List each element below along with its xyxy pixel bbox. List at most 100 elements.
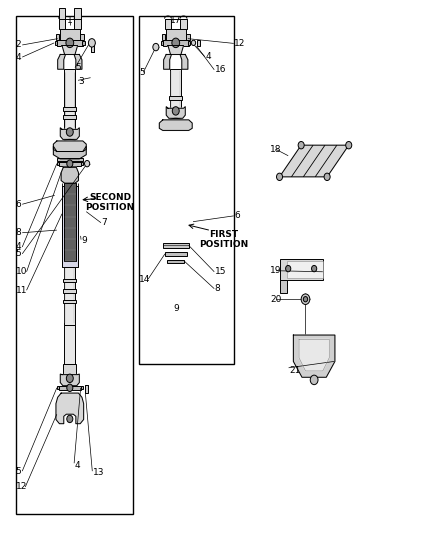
Bar: [167, 260, 184, 263]
Bar: [287, 261, 323, 278]
Text: 18: 18: [270, 145, 282, 154]
Text: 8: 8: [215, 284, 220, 293]
Polygon shape: [168, 45, 184, 54]
Text: FIRST
POSITION: FIRST POSITION: [199, 230, 248, 249]
Text: 10: 10: [16, 267, 27, 276]
Text: 12: 12: [16, 482, 27, 491]
Bar: [162, 35, 166, 39]
Circle shape: [66, 128, 73, 136]
Text: 5: 5: [139, 68, 145, 77]
Ellipse shape: [62, 140, 78, 149]
Text: 20: 20: [270, 295, 281, 304]
Bar: [57, 158, 83, 161]
Bar: [64, 69, 75, 130]
Text: 2: 2: [16, 41, 21, 50]
Text: 4: 4: [205, 52, 211, 61]
Bar: [64, 300, 76, 303]
Bar: [163, 40, 189, 45]
Circle shape: [276, 173, 283, 181]
Polygon shape: [180, 54, 188, 69]
Text: 5: 5: [16, 467, 21, 475]
Text: 5: 5: [75, 63, 81, 72]
Polygon shape: [293, 335, 335, 377]
Bar: [80, 35, 84, 39]
Polygon shape: [56, 393, 84, 424]
Circle shape: [67, 160, 73, 167]
Polygon shape: [62, 45, 78, 54]
Bar: [56, 35, 60, 39]
Bar: [169, 96, 182, 100]
Polygon shape: [166, 107, 185, 118]
Bar: [170, 69, 181, 108]
Bar: [57, 386, 59, 390]
Bar: [64, 107, 76, 111]
Bar: [16, 16, 133, 514]
Polygon shape: [299, 340, 329, 371]
Circle shape: [304, 296, 307, 302]
Bar: [64, 266, 75, 325]
Text: 3: 3: [78, 77, 84, 86]
Text: 16: 16: [215, 65, 226, 74]
Circle shape: [67, 415, 73, 423]
Bar: [85, 385, 88, 393]
Text: 4: 4: [16, 53, 21, 62]
Circle shape: [301, 294, 310, 304]
Circle shape: [67, 384, 73, 392]
Circle shape: [88, 39, 95, 47]
Text: 9: 9: [173, 304, 179, 313]
Bar: [81, 386, 83, 390]
Circle shape: [85, 160, 90, 167]
Text: 5: 5: [16, 249, 21, 259]
Polygon shape: [53, 141, 86, 151]
Bar: [64, 325, 75, 367]
Polygon shape: [61, 167, 78, 183]
Bar: [57, 162, 59, 165]
Polygon shape: [279, 145, 349, 177]
Circle shape: [172, 38, 180, 47]
Bar: [62, 186, 78, 266]
Text: 19: 19: [270, 266, 282, 275]
Text: 12: 12: [234, 39, 246, 48]
Bar: [74, 8, 81, 29]
Bar: [186, 35, 190, 39]
Bar: [166, 29, 186, 45]
Text: 4: 4: [74, 461, 80, 470]
Bar: [279, 280, 287, 293]
Polygon shape: [60, 128, 79, 140]
Circle shape: [66, 38, 74, 47]
Bar: [197, 39, 200, 46]
Bar: [188, 41, 191, 45]
Text: SECOND
POSITION: SECOND POSITION: [85, 192, 134, 212]
Bar: [55, 41, 57, 45]
Bar: [64, 279, 76, 282]
Circle shape: [310, 375, 318, 385]
Text: 14: 14: [139, 274, 150, 284]
Polygon shape: [164, 54, 171, 69]
Text: 6: 6: [234, 212, 240, 220]
Text: 1: 1: [67, 15, 73, 25]
Bar: [64, 183, 76, 261]
Text: 21: 21: [289, 366, 300, 375]
Bar: [165, 19, 171, 29]
Bar: [91, 44, 94, 52]
Circle shape: [346, 141, 352, 149]
Bar: [59, 386, 81, 390]
Text: 9: 9: [81, 236, 87, 245]
Circle shape: [153, 43, 159, 51]
Polygon shape: [159, 120, 192, 131]
Circle shape: [286, 265, 291, 272]
Bar: [64, 289, 76, 293]
Bar: [59, 161, 81, 166]
Bar: [163, 243, 189, 248]
Text: 11: 11: [16, 286, 27, 295]
Bar: [279, 259, 323, 280]
Bar: [81, 162, 83, 165]
Bar: [64, 364, 76, 375]
Bar: [180, 19, 187, 29]
Circle shape: [66, 374, 73, 383]
Bar: [59, 8, 66, 29]
Text: 7: 7: [101, 218, 107, 227]
Bar: [60, 29, 80, 45]
Circle shape: [298, 141, 304, 149]
Circle shape: [311, 265, 317, 272]
